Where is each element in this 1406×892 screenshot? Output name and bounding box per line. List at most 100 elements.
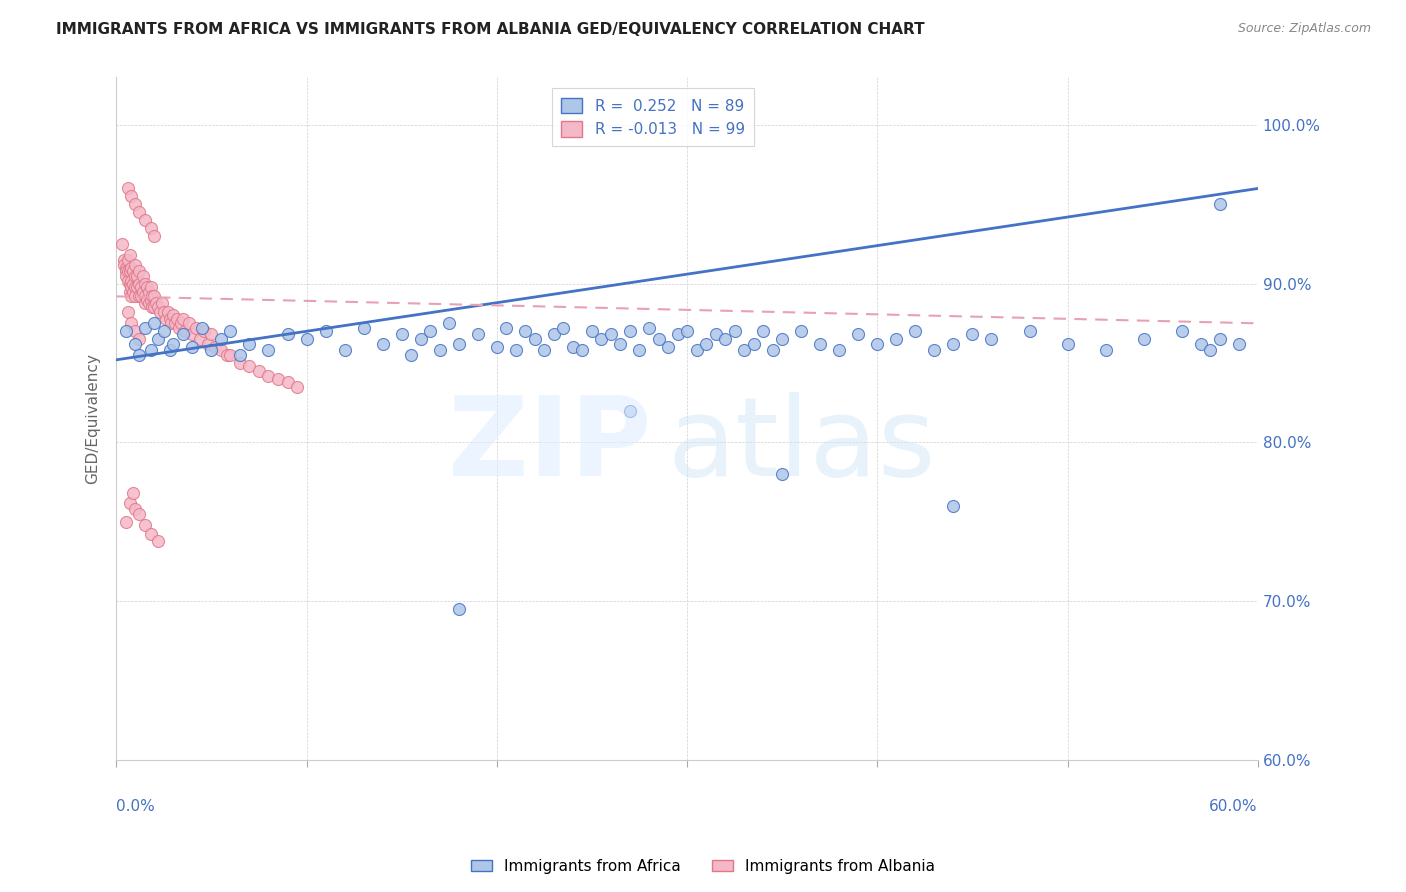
- Point: [139, 280, 162, 294]
- Point: [1094, 343, 1116, 358]
- Point: [628, 343, 651, 358]
- Point: [160, 316, 183, 330]
- Point: [156, 305, 179, 319]
- Point: [1199, 343, 1222, 358]
- Point: [132, 285, 155, 299]
- Point: [172, 311, 194, 326]
- Point: [135, 280, 157, 294]
- Point: [138, 295, 160, 310]
- Point: [132, 268, 155, 283]
- Point: [685, 343, 707, 358]
- Point: [285, 380, 308, 394]
- Point: [609, 337, 631, 351]
- Point: [122, 486, 145, 500]
- Point: [1170, 324, 1192, 338]
- Point: [143, 301, 166, 315]
- Point: [159, 311, 181, 326]
- Point: [553, 321, 575, 335]
- Point: [118, 277, 141, 291]
- Point: [515, 324, 537, 338]
- Point: [159, 343, 181, 358]
- Point: [134, 277, 156, 291]
- Text: ZIP: ZIP: [449, 392, 652, 500]
- Point: [733, 343, 755, 358]
- Point: [127, 280, 149, 294]
- Point: [124, 197, 146, 211]
- Point: [129, 280, 152, 294]
- Point: [209, 343, 232, 358]
- Point: [752, 324, 775, 338]
- Point: [134, 295, 156, 310]
- Point: [238, 359, 260, 374]
- Point: [571, 343, 593, 358]
- Point: [215, 348, 238, 362]
- Point: [1227, 337, 1250, 351]
- Point: [619, 403, 641, 417]
- Point: [127, 268, 149, 283]
- Point: [121, 289, 143, 303]
- Point: [704, 327, 727, 342]
- Point: [118, 264, 141, 278]
- Point: [128, 348, 150, 362]
- Point: [146, 533, 169, 548]
- Point: [111, 237, 134, 252]
- Point: [172, 327, 194, 342]
- Point: [124, 337, 146, 351]
- Point: [828, 343, 851, 358]
- Point: [695, 337, 717, 351]
- Point: [124, 258, 146, 272]
- Point: [146, 332, 169, 346]
- Point: [723, 324, 745, 338]
- Point: [315, 324, 337, 338]
- Point: [162, 337, 184, 351]
- Point: [191, 321, 214, 335]
- Point: [229, 356, 252, 370]
- Point: [790, 324, 813, 338]
- Point: [134, 517, 156, 532]
- Point: [118, 248, 141, 262]
- Point: [153, 305, 176, 319]
- Point: [591, 332, 613, 346]
- Point: [657, 340, 679, 354]
- Point: [128, 507, 150, 521]
- Point: [371, 337, 394, 351]
- Point: [166, 311, 188, 326]
- Point: [186, 321, 208, 335]
- Point: [121, 280, 143, 294]
- Point: [122, 277, 145, 291]
- Point: [170, 316, 193, 330]
- Point: [134, 321, 156, 335]
- Point: [447, 337, 470, 351]
- Point: [143, 289, 166, 303]
- Point: [808, 337, 831, 351]
- Point: [139, 221, 162, 235]
- Point: [117, 305, 139, 319]
- Point: [581, 324, 603, 338]
- Point: [117, 181, 139, 195]
- Point: [333, 343, 356, 358]
- Point: [523, 332, 546, 346]
- Point: [257, 368, 280, 383]
- Point: [1189, 337, 1212, 351]
- Point: [114, 264, 136, 278]
- Point: [429, 343, 451, 358]
- Point: [714, 332, 737, 346]
- Point: [122, 264, 145, 278]
- Point: [770, 467, 793, 481]
- Point: [666, 327, 689, 342]
- Point: [1018, 324, 1040, 338]
- Point: [129, 289, 152, 303]
- Point: [114, 324, 136, 338]
- Point: [128, 277, 150, 291]
- Point: [980, 332, 1002, 346]
- Point: [167, 321, 190, 335]
- Point: [229, 348, 252, 362]
- Point: [124, 268, 146, 283]
- Point: [904, 324, 927, 338]
- Point: [118, 495, 141, 509]
- Point: [122, 285, 145, 299]
- Point: [238, 337, 260, 351]
- Point: [146, 301, 169, 315]
- Point: [619, 324, 641, 338]
- Point: [219, 348, 242, 362]
